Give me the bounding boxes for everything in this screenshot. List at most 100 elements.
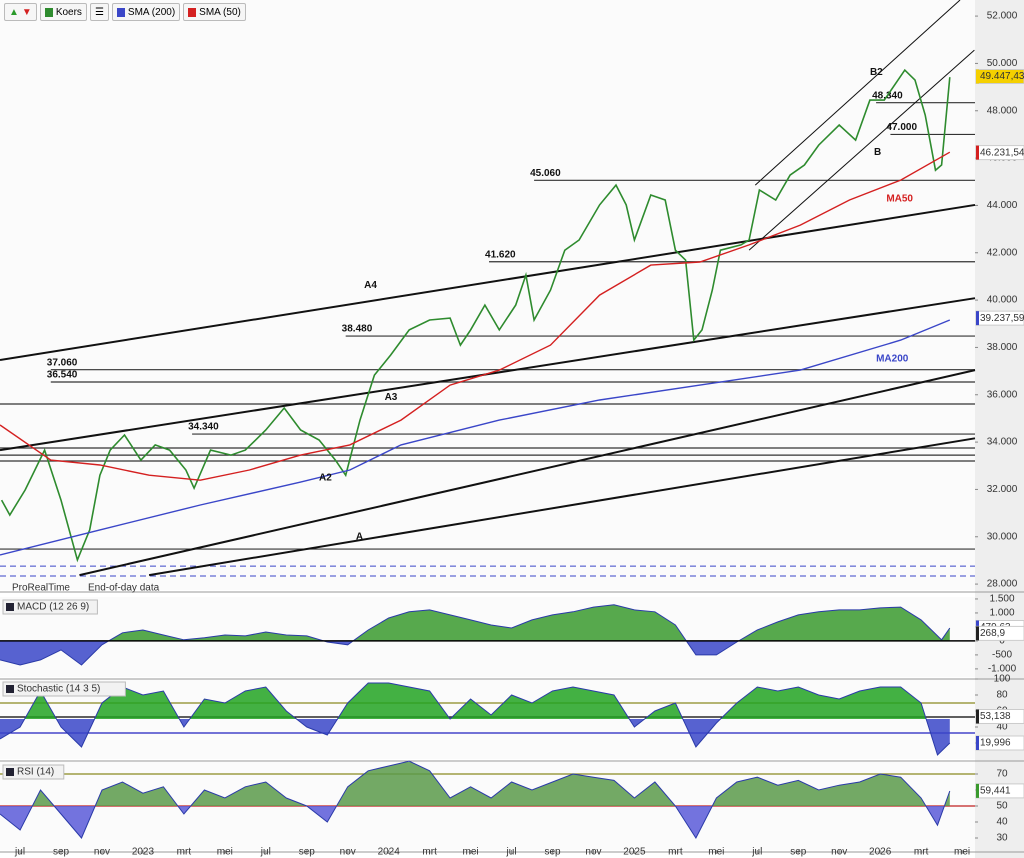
panel: 10080604020Stochastic (14 3 5)53,13819,9… [0,674,1024,756]
badge-marker [976,311,979,326]
annotation: A [356,532,363,543]
list-button[interactable]: ☰ [89,3,109,21]
price-line [0,68,951,563]
y-tick-label: 1.500 [989,594,1014,605]
panel-title: Stochastic (14 3 5) [17,684,100,695]
y-tick-label: 28.000 [987,579,1018,590]
sma50-toggle[interactable]: SMA (50) [183,3,246,21]
level-label: 41.620 [485,249,516,260]
x-tick-label: jul [751,847,762,858]
area-positive [0,762,950,806]
y-tick-label: 38.000 [987,342,1018,353]
x-tick-label: jul [14,847,25,858]
annotation: MA50 [886,194,913,205]
price-toggle[interactable]: Koers [39,3,87,21]
x-tick-label: 2023 [132,847,155,858]
title-bg [2,681,126,697]
badge-label: 268,9 [980,628,1005,639]
y-tick-label: 32.000 [987,484,1018,495]
y-tick-label: 36.000 [987,389,1018,400]
x-tick-label: mei [463,847,479,858]
swatch [188,7,197,17]
title-bg [2,764,65,780]
annotation: A3 [385,392,398,403]
y-tick-label: 50.000 [987,58,1018,69]
y-tick-label: 42.000 [987,247,1018,258]
x-tick-label: 2026 [869,847,892,858]
badge-marker [976,626,979,641]
panel: 28.000 30.000 32.000 34.000 36.000 38.000 40.0… [0,0,1024,590]
level-label: 38.480 [342,324,373,335]
y-tick-label: 34.000 [987,437,1018,448]
title-bg [2,599,98,615]
swatch [116,7,125,17]
indicator-line [0,682,951,756]
x-tick-label: sep [544,847,561,858]
x-tick-label: 2025 [623,847,646,858]
y-tick-label: -500 [992,650,1012,661]
trendline [0,203,976,361]
trendline [148,437,976,577]
badge-marker [976,736,979,751]
badge-marker [976,69,979,84]
x-tick-label: nov [94,847,110,858]
y-tick-label: -1.000 [988,664,1017,675]
x-tick-label: nov [585,847,601,858]
annotation: B [874,147,881,158]
badge-label: 49.447,43 [980,71,1024,82]
price-line [0,151,951,481]
x-tick-label: jul [260,847,271,858]
y-tick-label: 40.000 [987,295,1018,306]
x-tick-label: jul [506,847,517,858]
title-icon [6,603,14,611]
toolbar: ▲ ▼ Koers ☰ SMA (200) SMA (50) [4,3,246,21]
title-icon [6,685,14,693]
y-tick-label: 1.000 [989,608,1014,619]
x-tick-label: mrt [914,847,929,858]
y-tick-label: 40 [996,817,1008,828]
panel: 7060504030RSI (14)59,441 [0,760,1024,844]
y-tick-label: 30 [996,833,1008,844]
badge-marker [976,145,979,160]
y-tick-label: 48.000 [987,105,1018,116]
badge-label: 19,996 [980,738,1011,749]
level-label: 45.060 [530,168,561,179]
up-button[interactable]: ▲ ▼ [4,3,37,21]
badge-label: 59,441 [980,786,1011,797]
x-tick-label: mrt [668,847,683,858]
annotation: B2 [870,67,883,78]
panel-title: RSI (14) [17,767,54,778]
badge-label: 53,138 [980,711,1011,722]
x-tick-label: sep [299,847,316,858]
y-tick-label: 80 [996,690,1008,701]
x-tick-label: mrt [177,847,192,858]
annotation: A2 [319,473,332,484]
x-tick-label: nov [831,847,847,858]
x-tick-label: mei [708,847,724,858]
y-tick-label: 44.000 [987,200,1018,211]
y-tick-label: 50 [996,801,1008,812]
badge-marker [976,709,979,724]
area-negative [0,640,739,665]
indicator-line [0,604,951,666]
footer-note: End-of-day data [88,583,160,594]
trendline [754,0,961,186]
area-positive [0,604,950,641]
x-tick-label: mrt [422,847,437,858]
series-name: SMA (50) [199,6,241,18]
badge-label: 39.237,59 [980,313,1024,324]
badge-label: 46.231,54 [980,147,1024,158]
panel-bg [0,0,975,590]
sma200-toggle[interactable]: SMA (200) [111,3,181,21]
series-name: SMA (200) [127,6,176,18]
panel-title: MACD (12 26 9) [17,602,89,613]
x-tick-label: mei [954,847,970,858]
x-tick-label: sep [53,847,70,858]
y-tick-label: 30.000 [987,531,1018,542]
x-tick-label: sep [790,847,807,858]
trendline [79,369,976,577]
y-tick-label: 52.000 [987,11,1018,22]
swatch [44,7,53,17]
